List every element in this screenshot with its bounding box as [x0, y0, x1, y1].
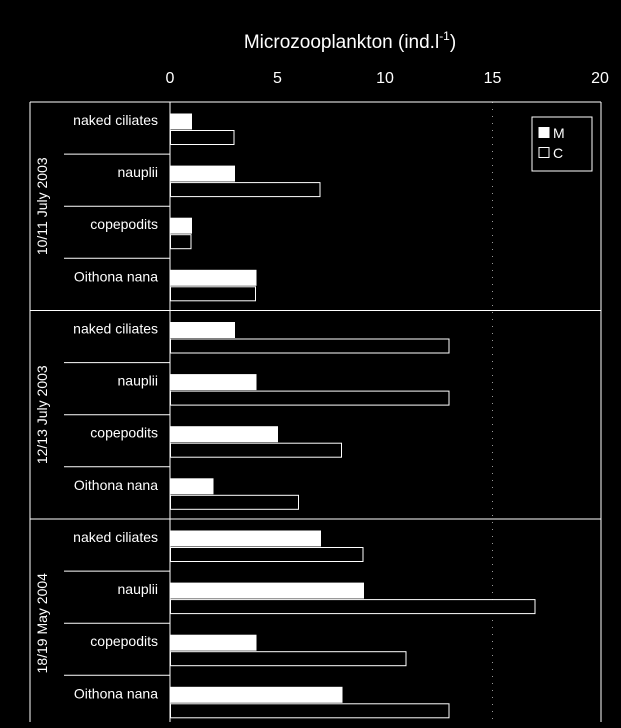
bar-c	[170, 286, 256, 302]
bar-m	[169, 478, 214, 495]
group-label: 12/13 July 2003	[34, 365, 50, 464]
legend-swatch	[538, 127, 550, 138]
bar-c	[170, 442, 342, 458]
category-label: nauplii	[118, 373, 158, 389]
bar-m	[169, 426, 278, 443]
category-labels: 10/11 July 2003 naked ciliates nauplii cope…	[34, 112, 158, 701]
bar-c	[170, 599, 536, 615]
bar-m	[169, 374, 257, 391]
bar-m	[169, 322, 235, 338]
bar-c	[170, 651, 407, 667]
group-label: 18/19 May 2004	[34, 573, 50, 674]
x-tick-label: 0	[166, 70, 175, 87]
legend-label: M	[553, 125, 565, 141]
category-label: nauplii	[118, 164, 158, 180]
category-label: copepodits	[90, 216, 158, 232]
category-label: Oithona nana	[74, 268, 158, 284]
bar-m	[169, 582, 364, 599]
bar-m	[169, 530, 321, 547]
category-label: nauplii	[118, 581, 158, 597]
plot-frame	[29, 101, 602, 722]
chart-title-close: )	[450, 32, 456, 53]
legend-swatch	[538, 147, 550, 158]
category-label: naked ciliates	[73, 321, 158, 337]
legend-box	[531, 116, 593, 172]
bar-c	[170, 338, 450, 354]
bar-m	[169, 165, 235, 182]
category-label: copepodits	[90, 633, 158, 649]
x-tick-label: 15	[484, 70, 502, 87]
chart-title: Microzooplankton (ind.l-1)	[244, 29, 456, 53]
bar-m	[169, 634, 257, 651]
bar-c	[170, 130, 235, 145]
bar-c	[170, 390, 450, 406]
bar-m	[169, 269, 257, 286]
category-label: Oithona nana	[74, 685, 158, 701]
bar-m	[169, 686, 343, 703]
bar-m	[169, 113, 192, 130]
category-label: naked ciliates	[73, 112, 158, 128]
x-axis-ticks: 0 5 10 15 20	[166, 70, 609, 87]
bar-c	[170, 703, 450, 719]
bars-layer	[169, 113, 536, 719]
bar-c	[170, 182, 321, 198]
category-label: naked ciliates	[73, 529, 158, 545]
category-label: Oithona nana	[74, 477, 158, 493]
x-tick-label: 5	[273, 70, 282, 87]
bar-c	[170, 547, 364, 562]
group-label: 10/11 July 2003	[34, 157, 50, 255]
legend-label: C	[553, 145, 563, 161]
x-tick-label: 10	[376, 70, 394, 87]
bar-c	[170, 494, 299, 510]
chart-title-superscript: -1	[439, 29, 450, 43]
x-tick-label: 20	[591, 70, 609, 87]
bar-c	[170, 234, 192, 250]
legend: MC	[531, 116, 593, 172]
category-label: copepodits	[90, 425, 158, 441]
bar-m	[169, 217, 192, 234]
chart-title-main: Microzooplankton (ind.l	[244, 32, 439, 53]
